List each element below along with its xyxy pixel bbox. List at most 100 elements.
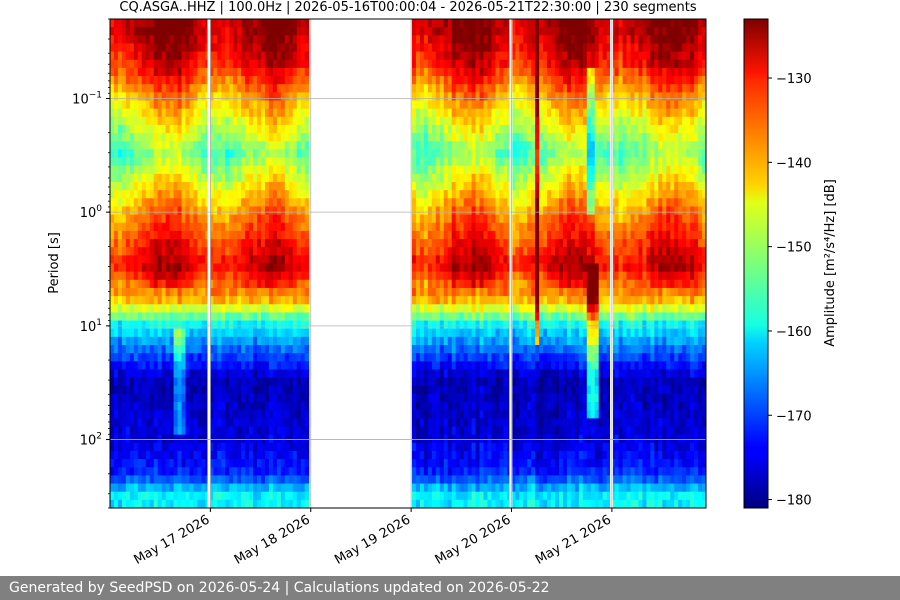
heatmap-cell [177,133,183,142]
heatmap-cell [213,377,218,387]
heatmap-cell [447,418,453,428]
heatmap-cell [193,124,199,134]
heatmap-cell [535,377,540,387]
heatmap-cell [487,410,493,419]
heatmap-cell [296,59,302,69]
heatmap-cell [451,84,457,93]
heatmap-cell [169,255,175,265]
heatmap-cell [272,296,278,305]
heatmap-cell [157,426,163,436]
heatmap-cell [499,35,504,45]
heatmap-cell [141,133,147,142]
heatmap-cell [110,182,115,191]
heatmap-cell [280,345,286,354]
heatmap-cell [177,418,183,428]
heatmap-cell [268,287,274,297]
heatmap-cell [189,59,195,69]
heatmap-cell [233,116,238,126]
heatmap-cell [185,43,191,53]
heatmap-cell [495,190,500,199]
heatmap-cell [133,287,139,297]
heatmap-cell [280,336,286,346]
heatmap-cell [229,369,234,379]
heatmap-cell [110,247,115,256]
heatmap-cell [121,442,127,452]
heatmap-cell [415,239,421,248]
heatmap-cell [237,499,242,508]
heatmap-cell [531,43,536,53]
heatmap-cell [165,312,171,322]
heatmap-cell [467,198,473,208]
heatmap-cell [451,190,457,199]
heatmap-cell [145,361,151,371]
heatmap-cell [237,116,242,126]
heatmap-cell [439,475,445,485]
heatmap-cell [241,328,246,338]
heatmap-cell [304,182,310,191]
heatmap-cell [153,385,159,395]
heatmap-cell [145,434,151,444]
heatmap-cell [121,296,127,305]
heatmap-cell [185,51,191,61]
heatmap-cell [304,385,310,395]
heatmap-cell [237,255,242,265]
heatmap-cell [165,19,171,28]
heatmap-cell [260,312,266,322]
heatmap-cell [511,51,516,61]
heatmap-cell [193,426,199,436]
heatmap-cell [149,214,155,224]
heatmap-cell [253,27,258,36]
heatmap-cell [499,491,504,501]
heatmap-cell [467,345,473,354]
heatmap-cell [268,35,274,45]
heatmap-cell [503,345,508,354]
heatmap-cell [483,206,489,216]
heatmap-cell [260,214,266,224]
heatmap-cell [177,304,183,313]
heatmap-cell [447,239,453,248]
heatmap-cell [523,198,528,208]
heatmap-cell [435,385,441,395]
heatmap-cell [531,434,536,444]
heatmap-cell [145,475,151,485]
heatmap-cell [268,385,274,395]
heatmap-cell [463,459,469,468]
heatmap-cell [225,426,230,436]
heatmap-cell [483,402,489,411]
heatmap-cell [531,491,536,501]
heatmap-cell [229,133,234,142]
heatmap-cell [475,165,481,175]
heatmap-cell [157,369,163,379]
heatmap-cell [189,124,195,134]
heatmap-cell [209,442,214,452]
heatmap-cell [431,345,437,354]
heatmap-cell [193,450,199,460]
heatmap-cell [257,450,262,460]
heatmap-cell [515,100,520,110]
heatmap-cell [467,336,473,346]
heatmap-cell [169,76,175,85]
heatmap-cell [423,369,429,379]
heatmap-cell [459,206,465,216]
heatmap-cell [411,312,417,322]
heatmap-cell [503,483,508,493]
heatmap-cell [411,499,417,508]
heatmap-cell [233,459,238,468]
heatmap-cell [264,263,270,273]
heatmap-cell [117,198,123,208]
heatmap-cell [257,499,262,508]
heatmap-cell [149,345,155,354]
heatmap-cell [209,320,214,330]
heatmap-cell [185,418,191,428]
heatmap-cell [491,247,497,256]
heatmap-cell [459,100,465,110]
heatmap-cell [209,239,214,248]
heatmap-cell [137,182,143,191]
heatmap-cell [539,92,544,102]
heatmap-cell [304,124,310,134]
heatmap-cell [173,353,179,362]
heatmap-cell [241,165,246,175]
heatmap-cell [245,43,250,53]
heatmap-cell [213,434,218,444]
heatmap-cell [515,263,520,273]
